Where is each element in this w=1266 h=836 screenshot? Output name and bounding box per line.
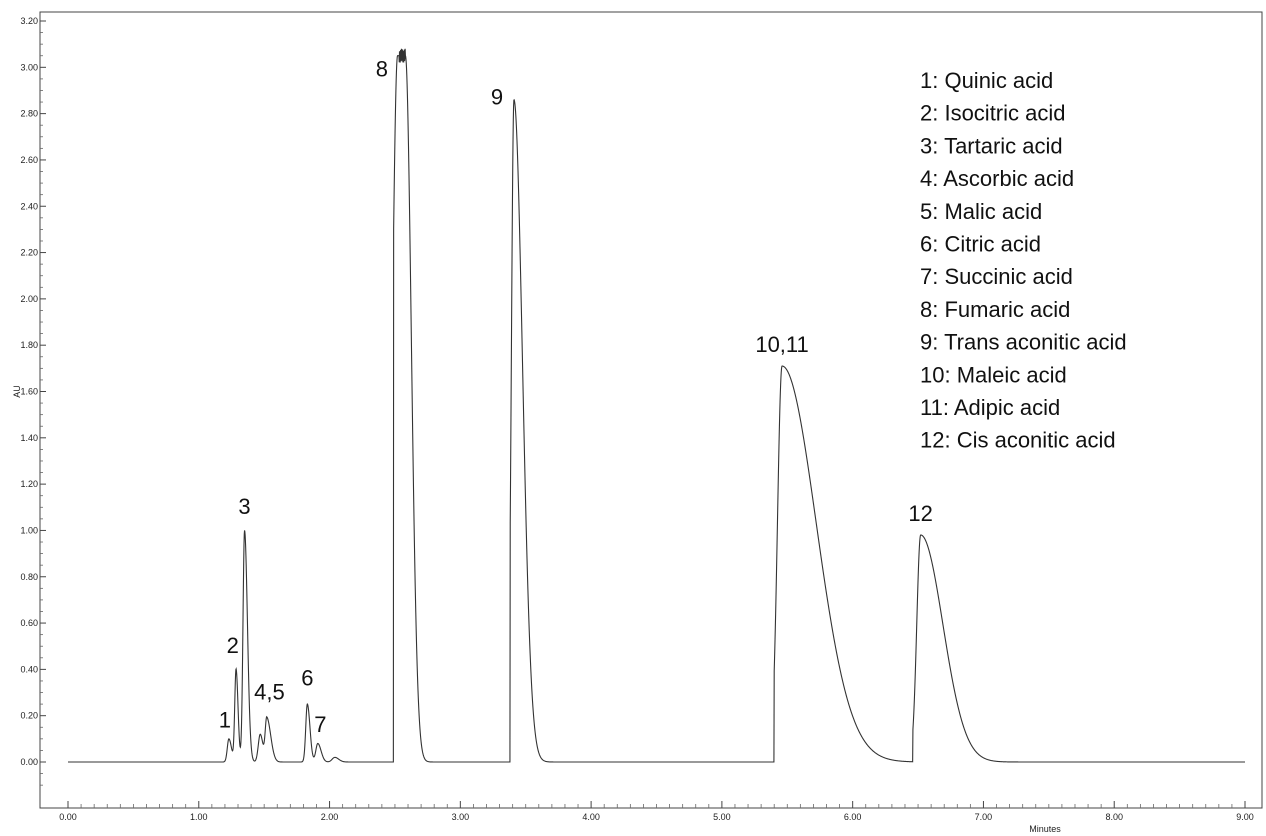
- legend-entry: 10: Maleic acid: [920, 362, 1067, 387]
- legend-entry: 12: Cis aconitic acid: [920, 428, 1116, 453]
- y-tick-label: 2.60: [20, 155, 38, 165]
- peak-label: 3: [238, 494, 250, 519]
- y-tick-label: 0.00: [20, 757, 38, 767]
- x-tick-label: 5.00: [713, 812, 731, 822]
- y-tick-label: 1.60: [20, 387, 38, 397]
- y-tick-label: 0.80: [20, 572, 38, 582]
- legend-entry: 11: Adipic acid: [920, 395, 1060, 420]
- x-axis-title: Minutes: [1029, 824, 1061, 834]
- legend-entry: 1: Quinic acid: [920, 68, 1053, 93]
- legend-entry: 4: Ascorbic acid: [920, 166, 1074, 191]
- peak-label: 9: [491, 84, 503, 109]
- y-tick-label: 0.40: [20, 664, 38, 674]
- legend-entry: 6: Citric acid: [920, 232, 1041, 257]
- y-tick-label: 3.20: [20, 16, 38, 26]
- y-tick-label: 2.00: [20, 294, 38, 304]
- peak-label: 2: [227, 633, 239, 658]
- y-tick-label: 0.60: [20, 618, 38, 628]
- x-tick-label: 7.00: [975, 812, 993, 822]
- peak-label: 7: [314, 712, 326, 737]
- x-tick-label: 3.00: [452, 812, 470, 822]
- x-tick-label: 2.00: [321, 812, 339, 822]
- y-tick-label: 2.80: [20, 109, 38, 119]
- legend-entry: 8: Fumaric acid: [920, 297, 1070, 322]
- x-tick-label: 8.00: [1105, 812, 1123, 822]
- legend-entry: 7: Succinic acid: [920, 264, 1073, 289]
- y-tick-label: 3.00: [20, 62, 38, 72]
- x-tick-label: 0.00: [59, 812, 77, 822]
- y-tick-label: 1.40: [20, 433, 38, 443]
- peak-label: 6: [301, 666, 313, 691]
- peak-label: 1: [219, 707, 231, 732]
- x-tick-label: 9.00: [1236, 812, 1254, 822]
- x-axis: 0.00 1.00 2.00 3.00 4.00 5.00 6.00 7.00 8.00 9.00: [59, 801, 1254, 822]
- y-axis-title: AU: [12, 385, 22, 398]
- y-tick-label: 2.40: [20, 201, 38, 211]
- y-tick-label: 1.80: [20, 340, 38, 350]
- chromatogram-trace: [68, 48, 1245, 763]
- y-tick-label: 2.20: [20, 248, 38, 258]
- y-tick-label: 0.20: [20, 711, 38, 721]
- legend: 1: Quinic acid 2: Isocitric acid 3: Tartar…: [920, 68, 1127, 453]
- x-tick-label: 1.00: [190, 812, 208, 822]
- peak-label: 8: [376, 57, 388, 82]
- y-tick-label: 1.00: [20, 525, 38, 535]
- legend-entry: 5: Malic acid: [920, 199, 1042, 224]
- legend-entry: 2: Isocitric acid: [920, 101, 1066, 126]
- peak-label: 4,5: [254, 679, 285, 704]
- y-tick-label: 1.20: [20, 479, 38, 489]
- y-axis: 0.00 0.20 0.40 0.60 0.80 1.00 1.20 1.40 1.60 1.80…: [20, 16, 46, 786]
- x-tick-label: 4.00: [582, 812, 600, 822]
- peak-label: 10,11: [755, 332, 808, 357]
- legend-entry: 3: Tartaric acid: [920, 133, 1063, 158]
- plot-frame: [39, 11, 1263, 809]
- peak-label: 12: [908, 501, 932, 526]
- legend-entry: 9: Trans aconitic acid: [920, 330, 1127, 355]
- x-tick-label: 6.00: [844, 812, 862, 822]
